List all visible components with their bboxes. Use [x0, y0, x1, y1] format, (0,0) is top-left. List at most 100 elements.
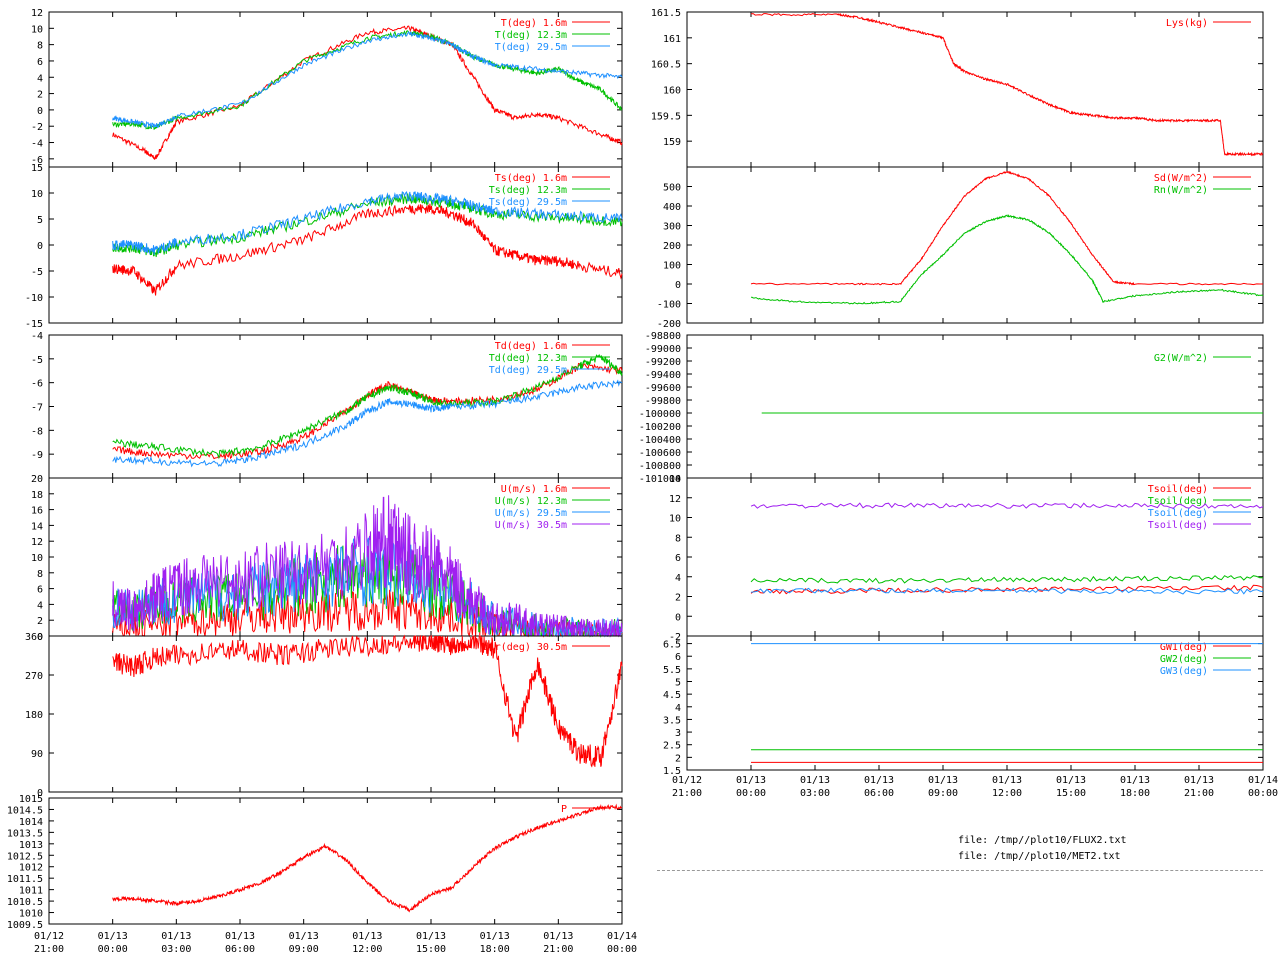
legend-label-lys-0: Lys(kg)	[1166, 18, 1208, 29]
series-line-wind-3	[112, 495, 623, 638]
y-tick-label-wind: 8	[37, 569, 43, 580]
series-line-temp-2	[112, 30, 623, 129]
x-tick-label-time-left: 15:00	[416, 944, 446, 955]
y-tick-label-soilflux: -99000	[645, 344, 681, 355]
y-tick-label-wind: 2	[37, 616, 43, 627]
y-tick-label-gw: 6.5	[663, 640, 681, 651]
x-tick-label-time-left: 03:00	[161, 944, 191, 955]
y-tick-label-press: 1015	[19, 794, 43, 805]
y-tick-label-press: 1009.5	[7, 920, 43, 931]
legend-label-temp-0: T(deg) 1.6m	[501, 18, 567, 29]
legend-label-rad-0: Sd(W/m^2)	[1154, 173, 1208, 184]
x-tick-label-time-right: 18:00	[1120, 788, 1150, 799]
legend-label-tsoil-1: Tsoil(deg)	[1148, 496, 1208, 507]
y-tick-label-tsoil: 14	[669, 474, 681, 485]
x-tick-label-time-left: 00:00	[98, 944, 128, 955]
series-line-dir-0	[112, 634, 623, 768]
x-tick-label-time-left: 21:00	[34, 944, 64, 955]
y-tick-label-soilflux: -99200	[645, 357, 681, 368]
legend-label-dew-0: Td(deg) 1.6m	[495, 341, 567, 352]
y-tick-label-tsoil: 4	[675, 573, 681, 584]
y-tick-label-temp: 10	[31, 24, 43, 35]
y-tick-label-wind: 6	[37, 585, 43, 596]
y-tick-label-temp: -2	[31, 122, 43, 133]
series-line-tsoil-3	[750, 502, 1264, 509]
x-tick-label-date-left: 01/13	[416, 931, 446, 942]
series-line-rad-0	[750, 170, 1263, 286]
y-tick-label-wind: 18	[31, 490, 43, 501]
y-tick-label-dew: -5	[31, 355, 43, 366]
y-tick-label-dir: 90	[31, 749, 43, 760]
y-tick-label-rad: 0	[675, 280, 681, 291]
legend-label-sonic-0: Ts(deg) 1.6m	[495, 173, 567, 184]
y-tick-label-dew: -4	[31, 331, 43, 342]
y-tick-label-press: 1014	[19, 817, 43, 828]
y-tick-label-rad: 400	[663, 202, 681, 213]
x-tick-label-date-left: 01/14	[607, 931, 637, 942]
y-tick-label-gw: 5.5	[663, 665, 681, 676]
x-tick-label-time-left: 00:00	[607, 944, 637, 955]
y-tick-label-temp: -4	[31, 139, 43, 150]
x-tick-label-time-left: 18:00	[480, 944, 510, 955]
y-tick-label-dew: -7	[31, 403, 43, 414]
legend-label-tsoil-2: Tsoil(deg)	[1148, 508, 1208, 519]
y-tick-label-soilflux: -100600	[639, 448, 681, 459]
y-tick-label-lys: 159	[663, 137, 681, 148]
series-line-sonic-2	[112, 191, 623, 256]
x-tick-label-date-right: 01/13	[800, 775, 830, 786]
y-tick-label-rad: -100	[657, 300, 681, 311]
x-tick-label-time-right: 00:00	[1248, 788, 1278, 799]
legend-label-temp-2: T(deg) 29.5m	[495, 42, 567, 53]
y-tick-label-press: 1012.5	[7, 851, 43, 862]
x-tick-label-date-left: 01/13	[480, 931, 510, 942]
legend-label-rad-1: Rn(W/m^2)	[1154, 185, 1208, 196]
x-tick-label-date-left: 01/13	[289, 931, 319, 942]
series-line-sonic-0	[112, 203, 623, 296]
y-tick-label-dir: 0	[37, 788, 43, 799]
series-line-tsoil-2	[750, 587, 1264, 595]
y-tick-label-tsoil: 6	[675, 553, 681, 564]
series-line-tsoil-1	[750, 575, 1263, 584]
legend-label-press-0: P	[561, 804, 567, 815]
y-tick-label-wind: 14	[31, 521, 43, 532]
y-tick-label-gw: 1.5	[663, 766, 681, 777]
y-tick-label-sonic: -5	[31, 267, 43, 278]
x-tick-label-date-right: 01/13	[992, 775, 1022, 786]
x-tick-label-date-right: 01/13	[864, 775, 894, 786]
y-tick-label-rad: 200	[663, 241, 681, 252]
y-tick-label-soilflux: -100400	[639, 435, 681, 446]
y-tick-label-rad: 300	[663, 222, 681, 233]
x-tick-label-date-right: 01/13	[1184, 775, 1214, 786]
legend-label-dew-2: Td(deg) 29.5m	[489, 365, 567, 376]
y-tick-label-gw: 2.5	[663, 741, 681, 752]
x-tick-label-date-right: 01/14	[1248, 775, 1278, 786]
y-tick-label-soilflux: -99800	[645, 396, 681, 407]
y-tick-label-press: 1011.5	[7, 874, 43, 885]
x-tick-label-date-right: 01/13	[1120, 775, 1150, 786]
legend-label-tsoil-0: Tsoil(deg)	[1148, 484, 1208, 495]
x-tick-label-date-right: 01/12	[672, 775, 702, 786]
series-line-dew-1	[112, 353, 623, 460]
y-tick-label-dew: -8	[31, 426, 43, 437]
legend-label-soilflux-1: G2(W/m^2)	[1154, 353, 1208, 364]
y-tick-label-sonic: 15	[31, 163, 43, 174]
x-tick-label-time-left: 21:00	[543, 944, 573, 955]
y-tick-label-press: 1011	[19, 886, 43, 897]
y-tick-label-press: 1013	[19, 840, 43, 851]
y-tick-label-gw: 2	[675, 753, 681, 764]
legend-label-sonic-1: Ts(deg) 12.3m	[489, 185, 567, 196]
y-tick-label-wind: 4	[37, 600, 43, 611]
x-tick-label-time-right: 12:00	[992, 788, 1022, 799]
panel-frame-press	[48, 797, 623, 925]
y-tick-label-sonic: 5	[37, 215, 43, 226]
y-tick-label-gw: 6	[675, 652, 681, 663]
legend-label-tsoil-3: Tsoil(deg)	[1148, 520, 1208, 531]
x-tick-label-date-left: 01/13	[352, 931, 382, 942]
y-tick-label-gw: 4	[675, 703, 681, 714]
y-tick-label-rad: -200	[657, 319, 681, 330]
y-tick-label-soilflux: -99600	[645, 383, 681, 394]
y-tick-label-rad: 100	[663, 261, 681, 272]
legend-label-wind-2: U(m/s) 29.5m	[495, 508, 567, 519]
y-tick-label-tsoil: 12	[669, 494, 681, 505]
y-tick-label-gw: 4.5	[663, 690, 681, 701]
